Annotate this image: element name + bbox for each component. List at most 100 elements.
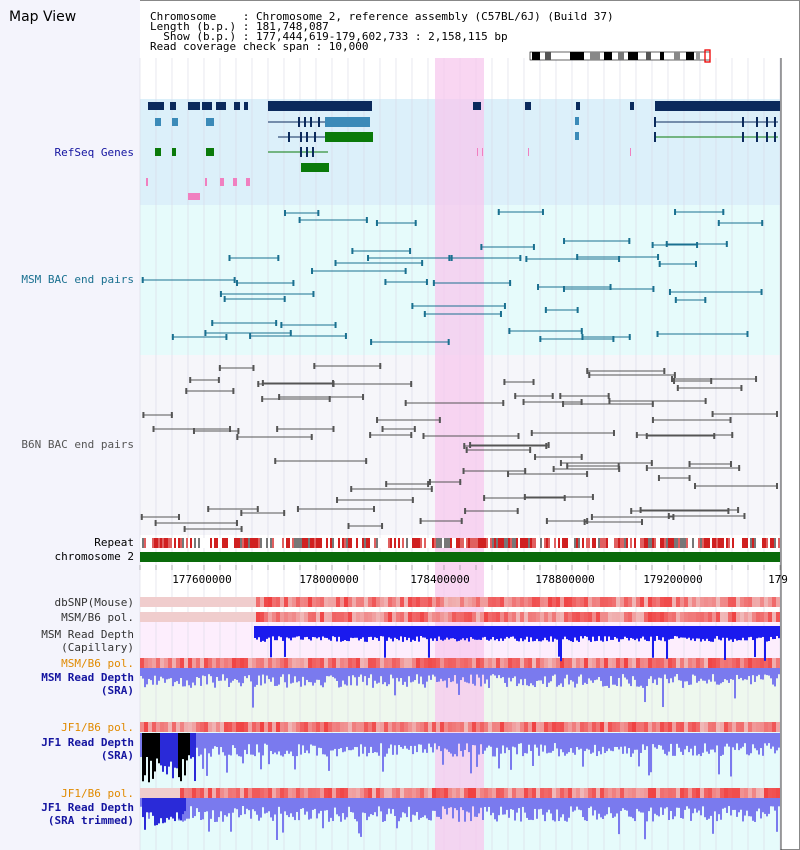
depth-bar <box>368 626 370 637</box>
polymorphism-cell <box>368 722 372 732</box>
depth-bar <box>696 626 698 639</box>
depth-bar <box>502 626 504 641</box>
repeat-segment <box>364 538 366 548</box>
msm-bac-end <box>532 244 535 250</box>
depth-bar <box>400 798 402 818</box>
ideogram-band <box>686 52 694 60</box>
polymorphism-cell <box>544 612 548 622</box>
polymorphism-cell <box>476 658 480 668</box>
track-label-dbsnp[interactable]: dbSNP(Mouse) <box>54 596 134 609</box>
polymorphism-cell <box>388 612 392 622</box>
depth-bar <box>312 626 314 638</box>
repeat-segment <box>588 538 590 548</box>
depth-bar <box>542 733 544 752</box>
track-label-jf1-b6-pol-sra[interactable]: JF1/B6 pol. <box>61 721 134 734</box>
polymorphism-cell <box>776 658 780 668</box>
polymorphism-cell <box>532 788 536 798</box>
polymorphism-cell <box>188 788 192 798</box>
gene-marker-green <box>206 148 214 156</box>
depth-bar <box>464 798 466 822</box>
polymorphism-cell <box>548 612 552 622</box>
depth-bar <box>516 733 518 755</box>
depth-bar <box>438 668 440 682</box>
track-label-repeat[interactable]: Repeat <box>94 536 134 549</box>
depth-bar <box>666 798 668 808</box>
b6n-bac-end <box>731 432 734 438</box>
depth-bar <box>406 733 408 749</box>
polymorphism-cell <box>212 597 216 607</box>
track-label-jf1-b6-pol-trimmed[interactable]: JF1/B6 pol. <box>61 787 134 800</box>
depth-bar <box>754 733 756 749</box>
repeat-segment <box>602 538 604 548</box>
depth-bar <box>672 668 674 683</box>
depth-bar <box>746 798 748 811</box>
msm-bac-end <box>421 260 424 266</box>
polymorphism-cell <box>288 597 292 607</box>
polymorphism-cell <box>488 722 492 732</box>
track-label-jf1-depth-trimmed[interactable]: JF1 Read Depth (SRA trimmed) <box>41 801 134 827</box>
polymorphism-cell <box>580 597 584 607</box>
b6n-bac-end <box>586 471 589 477</box>
track-label-msm-bac[interactable]: MSM BAC end pairs <box>21 273 134 286</box>
msm-bac-end <box>425 279 428 285</box>
depth-bar <box>464 733 466 750</box>
depth-bar <box>634 626 636 641</box>
polymorphism-cell <box>340 722 344 732</box>
polymorphism-cell <box>460 612 464 622</box>
depth-bar <box>344 798 346 820</box>
polymorphism-cell <box>432 788 436 798</box>
depth-bar <box>690 626 692 641</box>
depth-bar <box>694 798 696 809</box>
depth-bar <box>202 733 204 769</box>
repeat-segment <box>452 538 454 548</box>
depth-bar-dark <box>172 733 174 779</box>
track-label-chromosome[interactable]: chromosome 2 <box>54 550 134 563</box>
b6n-bac-end <box>207 506 210 512</box>
polymorphism-cell <box>168 658 172 668</box>
msm-bac-end <box>563 238 566 244</box>
depth-bar <box>266 798 268 813</box>
polymorphism-cell <box>348 722 352 732</box>
polymorphism-cell <box>776 612 780 622</box>
depth-bar <box>144 668 146 688</box>
track-label-refseq-genes[interactable]: RefSeq Genes <box>54 146 134 159</box>
polymorphism-cell <box>532 722 536 732</box>
depth-bar <box>530 733 532 751</box>
track-label-msm-depth-sra[interactable]: MSM Read Depth (SRA) <box>41 671 134 697</box>
depth-bar <box>192 798 194 818</box>
depth-bar <box>622 668 624 675</box>
repeat-segment <box>216 538 218 548</box>
depth-bar <box>248 798 250 811</box>
b6n-bac-end <box>743 513 746 519</box>
gene-marker-dark <box>244 102 248 110</box>
depth-bar <box>252 668 254 708</box>
depth-bar <box>740 733 742 749</box>
depth-bar <box>352 733 354 750</box>
depth-bar <box>562 668 564 687</box>
polymorphism-cell <box>192 658 196 668</box>
depth-bar <box>572 733 574 753</box>
polymorphism-cell <box>472 722 476 732</box>
depth-bar <box>434 798 436 811</box>
polymorphism-cell <box>392 658 396 668</box>
track-label-msm-b6-pol-capillary[interactable]: MSM/B6 pol. <box>61 611 134 624</box>
depth-bar <box>606 798 608 815</box>
track-label-msm-b6-pol-sra[interactable]: MSM/B6 pol. <box>61 657 134 670</box>
polymorphism-cell <box>576 722 580 732</box>
polymorphism-cell <box>268 612 272 622</box>
b6n-bac-end <box>462 468 465 474</box>
depth-bar <box>654 798 656 814</box>
depth-bar <box>358 798 360 834</box>
depth-bar <box>300 798 302 809</box>
depth-bar <box>482 798 484 820</box>
depth-bar <box>576 798 578 807</box>
depth-bar <box>586 798 588 822</box>
page-title: Map View <box>9 9 77 25</box>
depth-bar <box>486 626 488 640</box>
track-label-b6n-bac[interactable]: B6N BAC end pairs <box>21 438 134 451</box>
depth-bar <box>434 626 436 639</box>
track-label-msm-depth-capillary[interactable]: MSM Read Depth (Capillary) <box>41 628 134 654</box>
polymorphism-cell <box>680 597 684 607</box>
track-label-jf1-depth-sra[interactable]: JF1 Read Depth (SRA) <box>41 736 134 762</box>
